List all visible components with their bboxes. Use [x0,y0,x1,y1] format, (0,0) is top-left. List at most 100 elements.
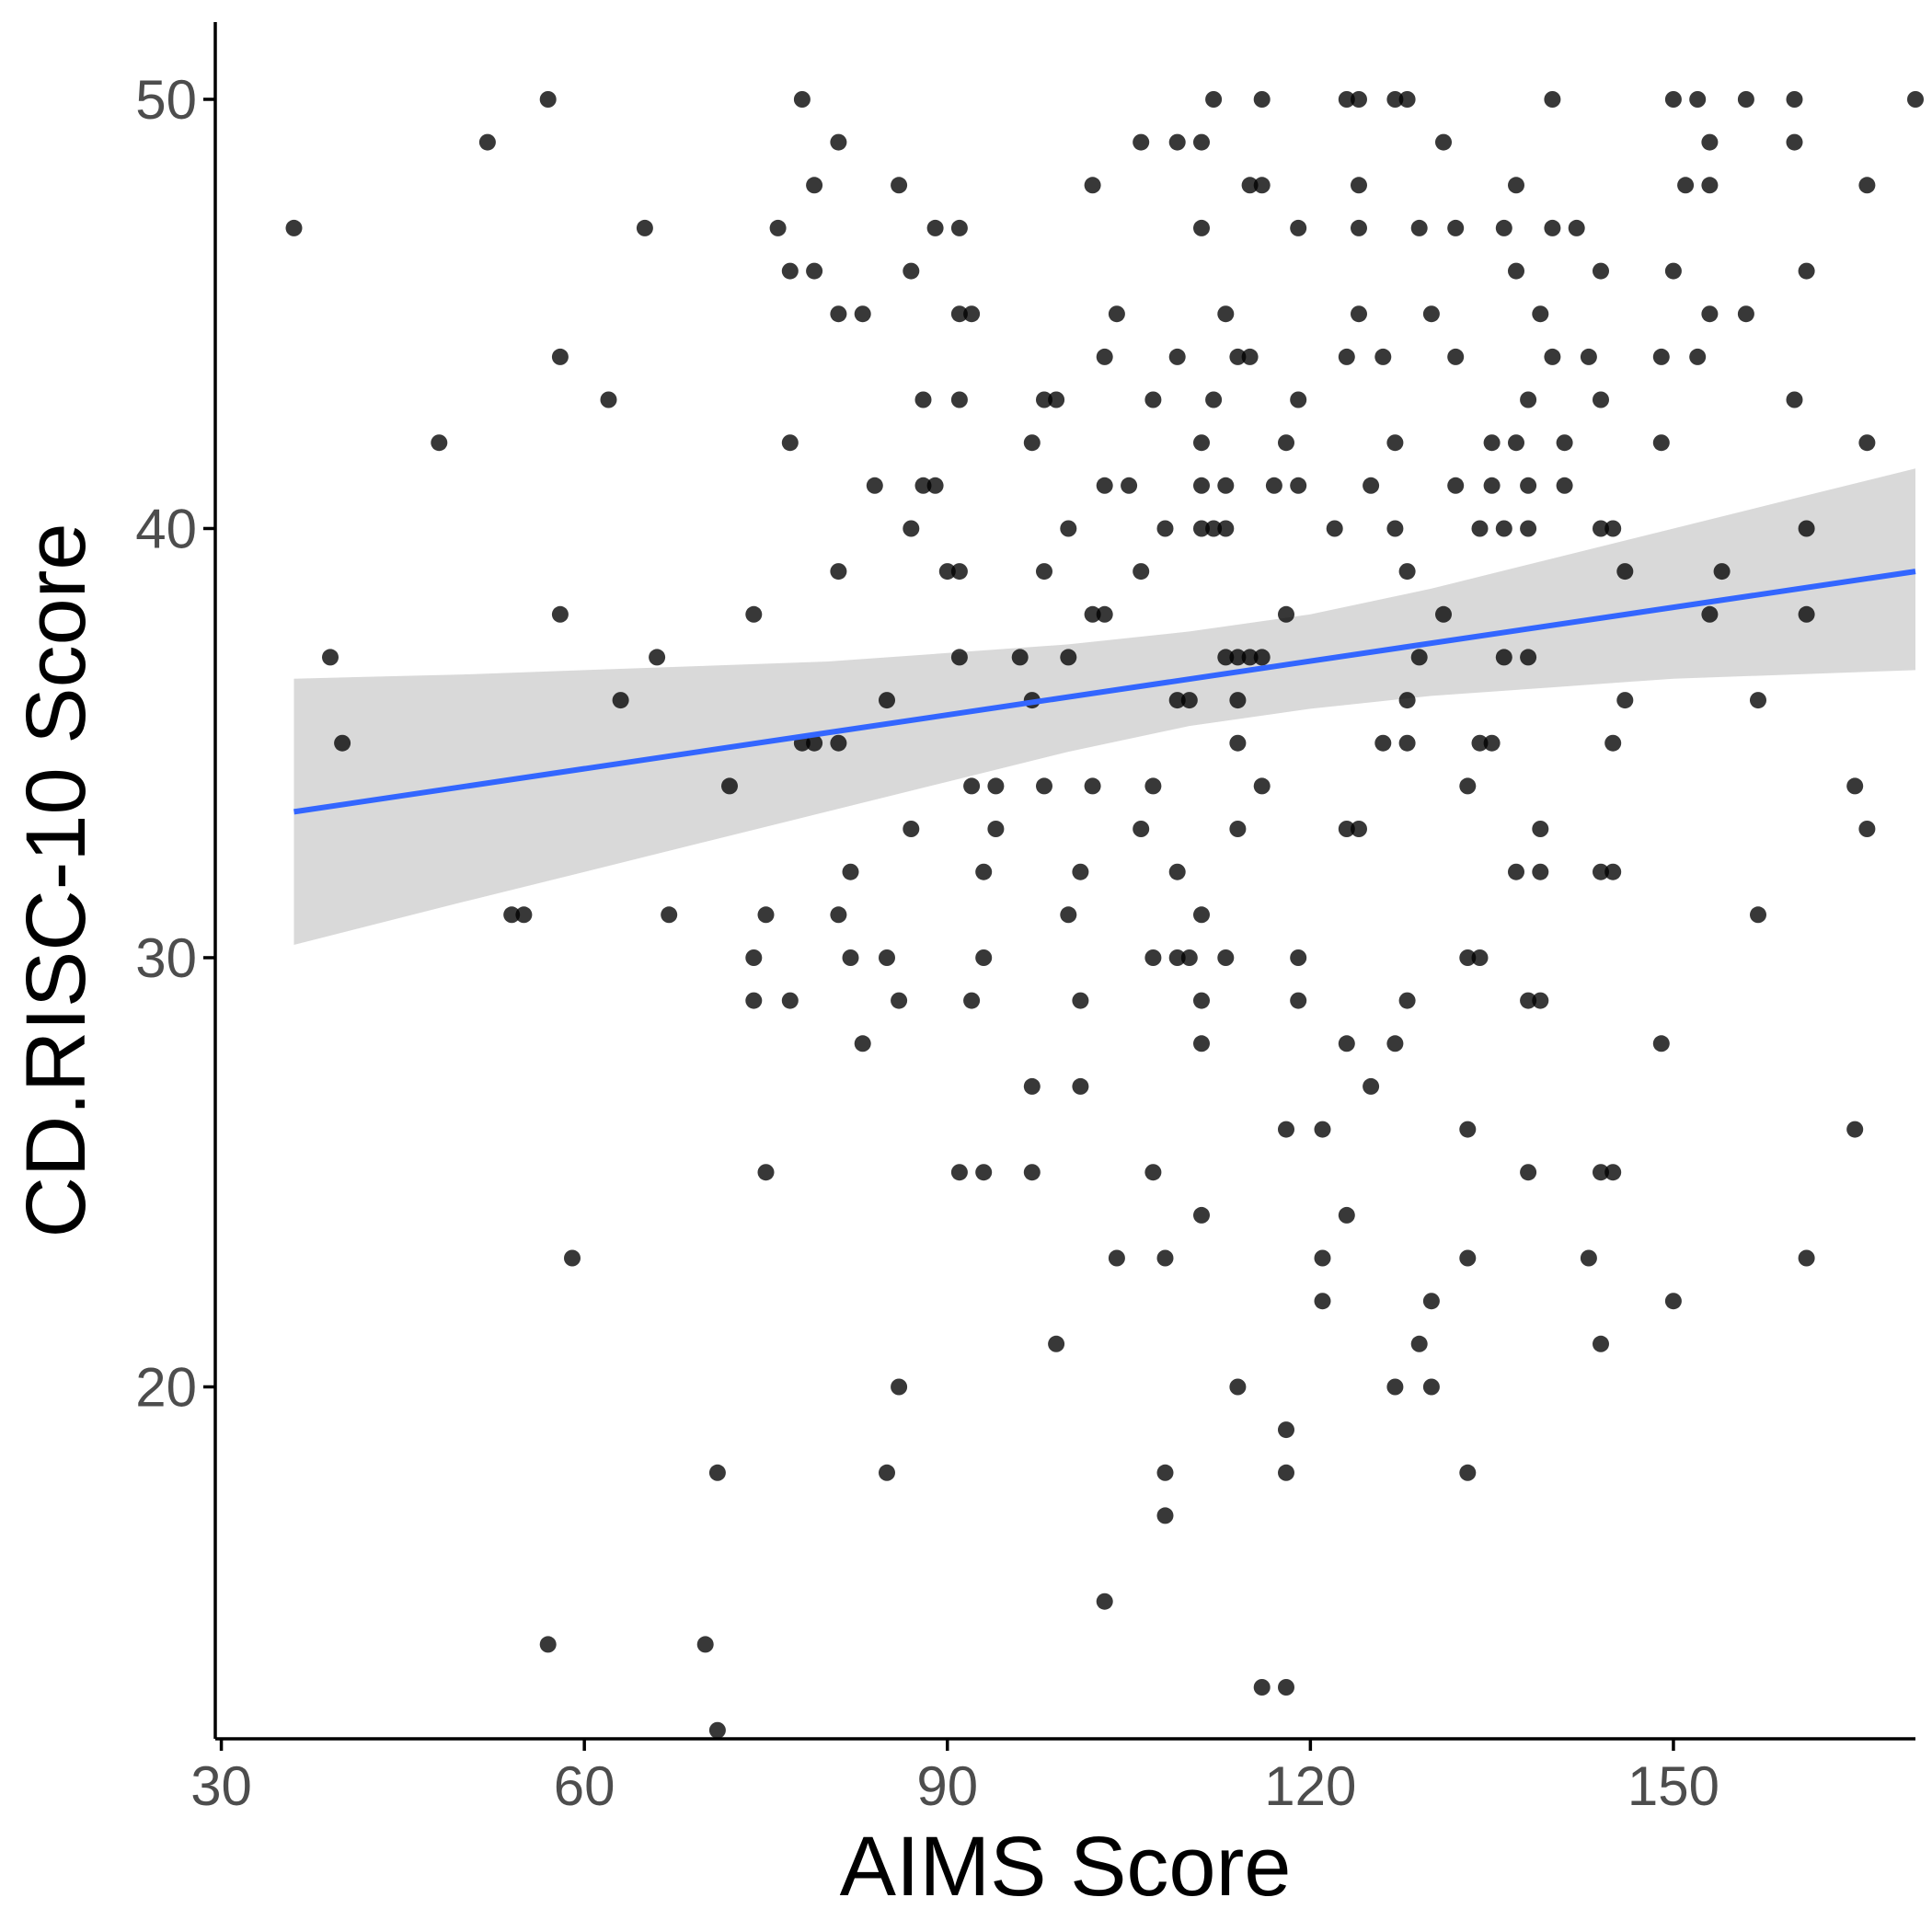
data-point [866,477,883,494]
data-point [1156,520,1174,537]
data-point [1435,605,1452,623]
data-point [539,91,557,108]
data-point [1544,348,1561,365]
data-point [1520,1164,1537,1181]
data-point [926,219,944,236]
data-point [1580,348,1597,365]
data-point [539,1636,557,1653]
data-point [1386,91,1404,108]
data-point [1677,177,1695,194]
data-point [950,649,968,666]
data-point [987,821,1005,837]
data-point [1084,605,1101,623]
data-point [1048,391,1065,408]
data-point [950,305,968,323]
data-point [745,949,763,966]
data-point [1520,649,1537,666]
data-point [830,906,847,924]
data-point [1168,949,1186,966]
x-ticks: 30 60 90 120 150 [190,1739,1719,1817]
data-point [1846,1121,1864,1138]
data-point [1241,177,1259,194]
data-point [1096,605,1113,623]
data-point [975,949,993,966]
data-point [1144,1164,1162,1181]
data-point [564,1249,581,1267]
data-point [1798,520,1815,537]
data-point [1048,1335,1065,1352]
data-point [1652,1035,1670,1052]
data-point [1217,520,1235,537]
data-point [1156,1464,1174,1481]
data-point [1459,1121,1477,1138]
data-point [1023,1164,1041,1181]
data-point [1508,863,1524,880]
x-tick-label: 30 [190,1755,252,1817]
data-point [1701,305,1719,323]
data-point [1459,949,1477,966]
data-point [1278,605,1294,623]
data-point [1278,1464,1294,1481]
data-point [938,563,956,581]
data-point [1156,1507,1174,1524]
data-point [1205,391,1223,408]
data-point [891,177,908,194]
data-point [914,477,932,494]
data-point [1374,734,1392,752]
data-point [322,649,339,666]
data-point [1713,563,1731,581]
data-point [1459,1249,1477,1267]
data-point [1023,1077,1041,1095]
data-point [1616,692,1634,709]
data-point [1217,305,1235,323]
data-point [1278,1121,1294,1138]
data-point [879,1464,895,1481]
data-point [1447,219,1465,236]
data-point [1483,434,1501,452]
data-point [1096,348,1113,365]
data-point [1520,992,1537,1009]
data-point [708,1721,726,1739]
data-point [1593,863,1609,880]
data-point [950,219,968,236]
data-point [1036,777,1052,795]
data-point [1084,777,1101,795]
data-point [1229,734,1247,752]
data-point [903,821,920,837]
data-point [1314,1249,1331,1267]
data-point [1229,348,1247,365]
data-point [781,262,799,280]
data-point [1108,305,1125,323]
data-point [600,391,617,408]
data-point [1096,477,1113,494]
data-point [1495,649,1512,666]
data-point [1798,605,1815,623]
data-point [1290,219,1307,236]
data-point [745,605,763,623]
data-point [649,649,666,666]
x-tick-label: 60 [554,1755,615,1817]
x-tick-label: 120 [1264,1755,1356,1817]
data-point [1363,1077,1380,1095]
data-point [879,692,895,709]
data-point [891,992,908,1009]
confidence-band-layer [293,468,1915,945]
data-point [1689,348,1707,365]
data-point [1447,477,1465,494]
data-point [1652,348,1670,365]
data-point [1338,821,1355,837]
data-point [1508,262,1524,280]
data-point [963,305,981,323]
data-point [1241,348,1259,365]
data-point [1604,1164,1622,1181]
data-point [806,734,823,752]
data-point [612,692,629,709]
data-point [781,992,799,1009]
data-point [1386,1035,1404,1052]
data-point [975,1164,993,1181]
data-point [1205,91,1223,108]
data-point [1193,477,1210,494]
data-point [950,563,968,581]
data-point [1459,1464,1477,1481]
